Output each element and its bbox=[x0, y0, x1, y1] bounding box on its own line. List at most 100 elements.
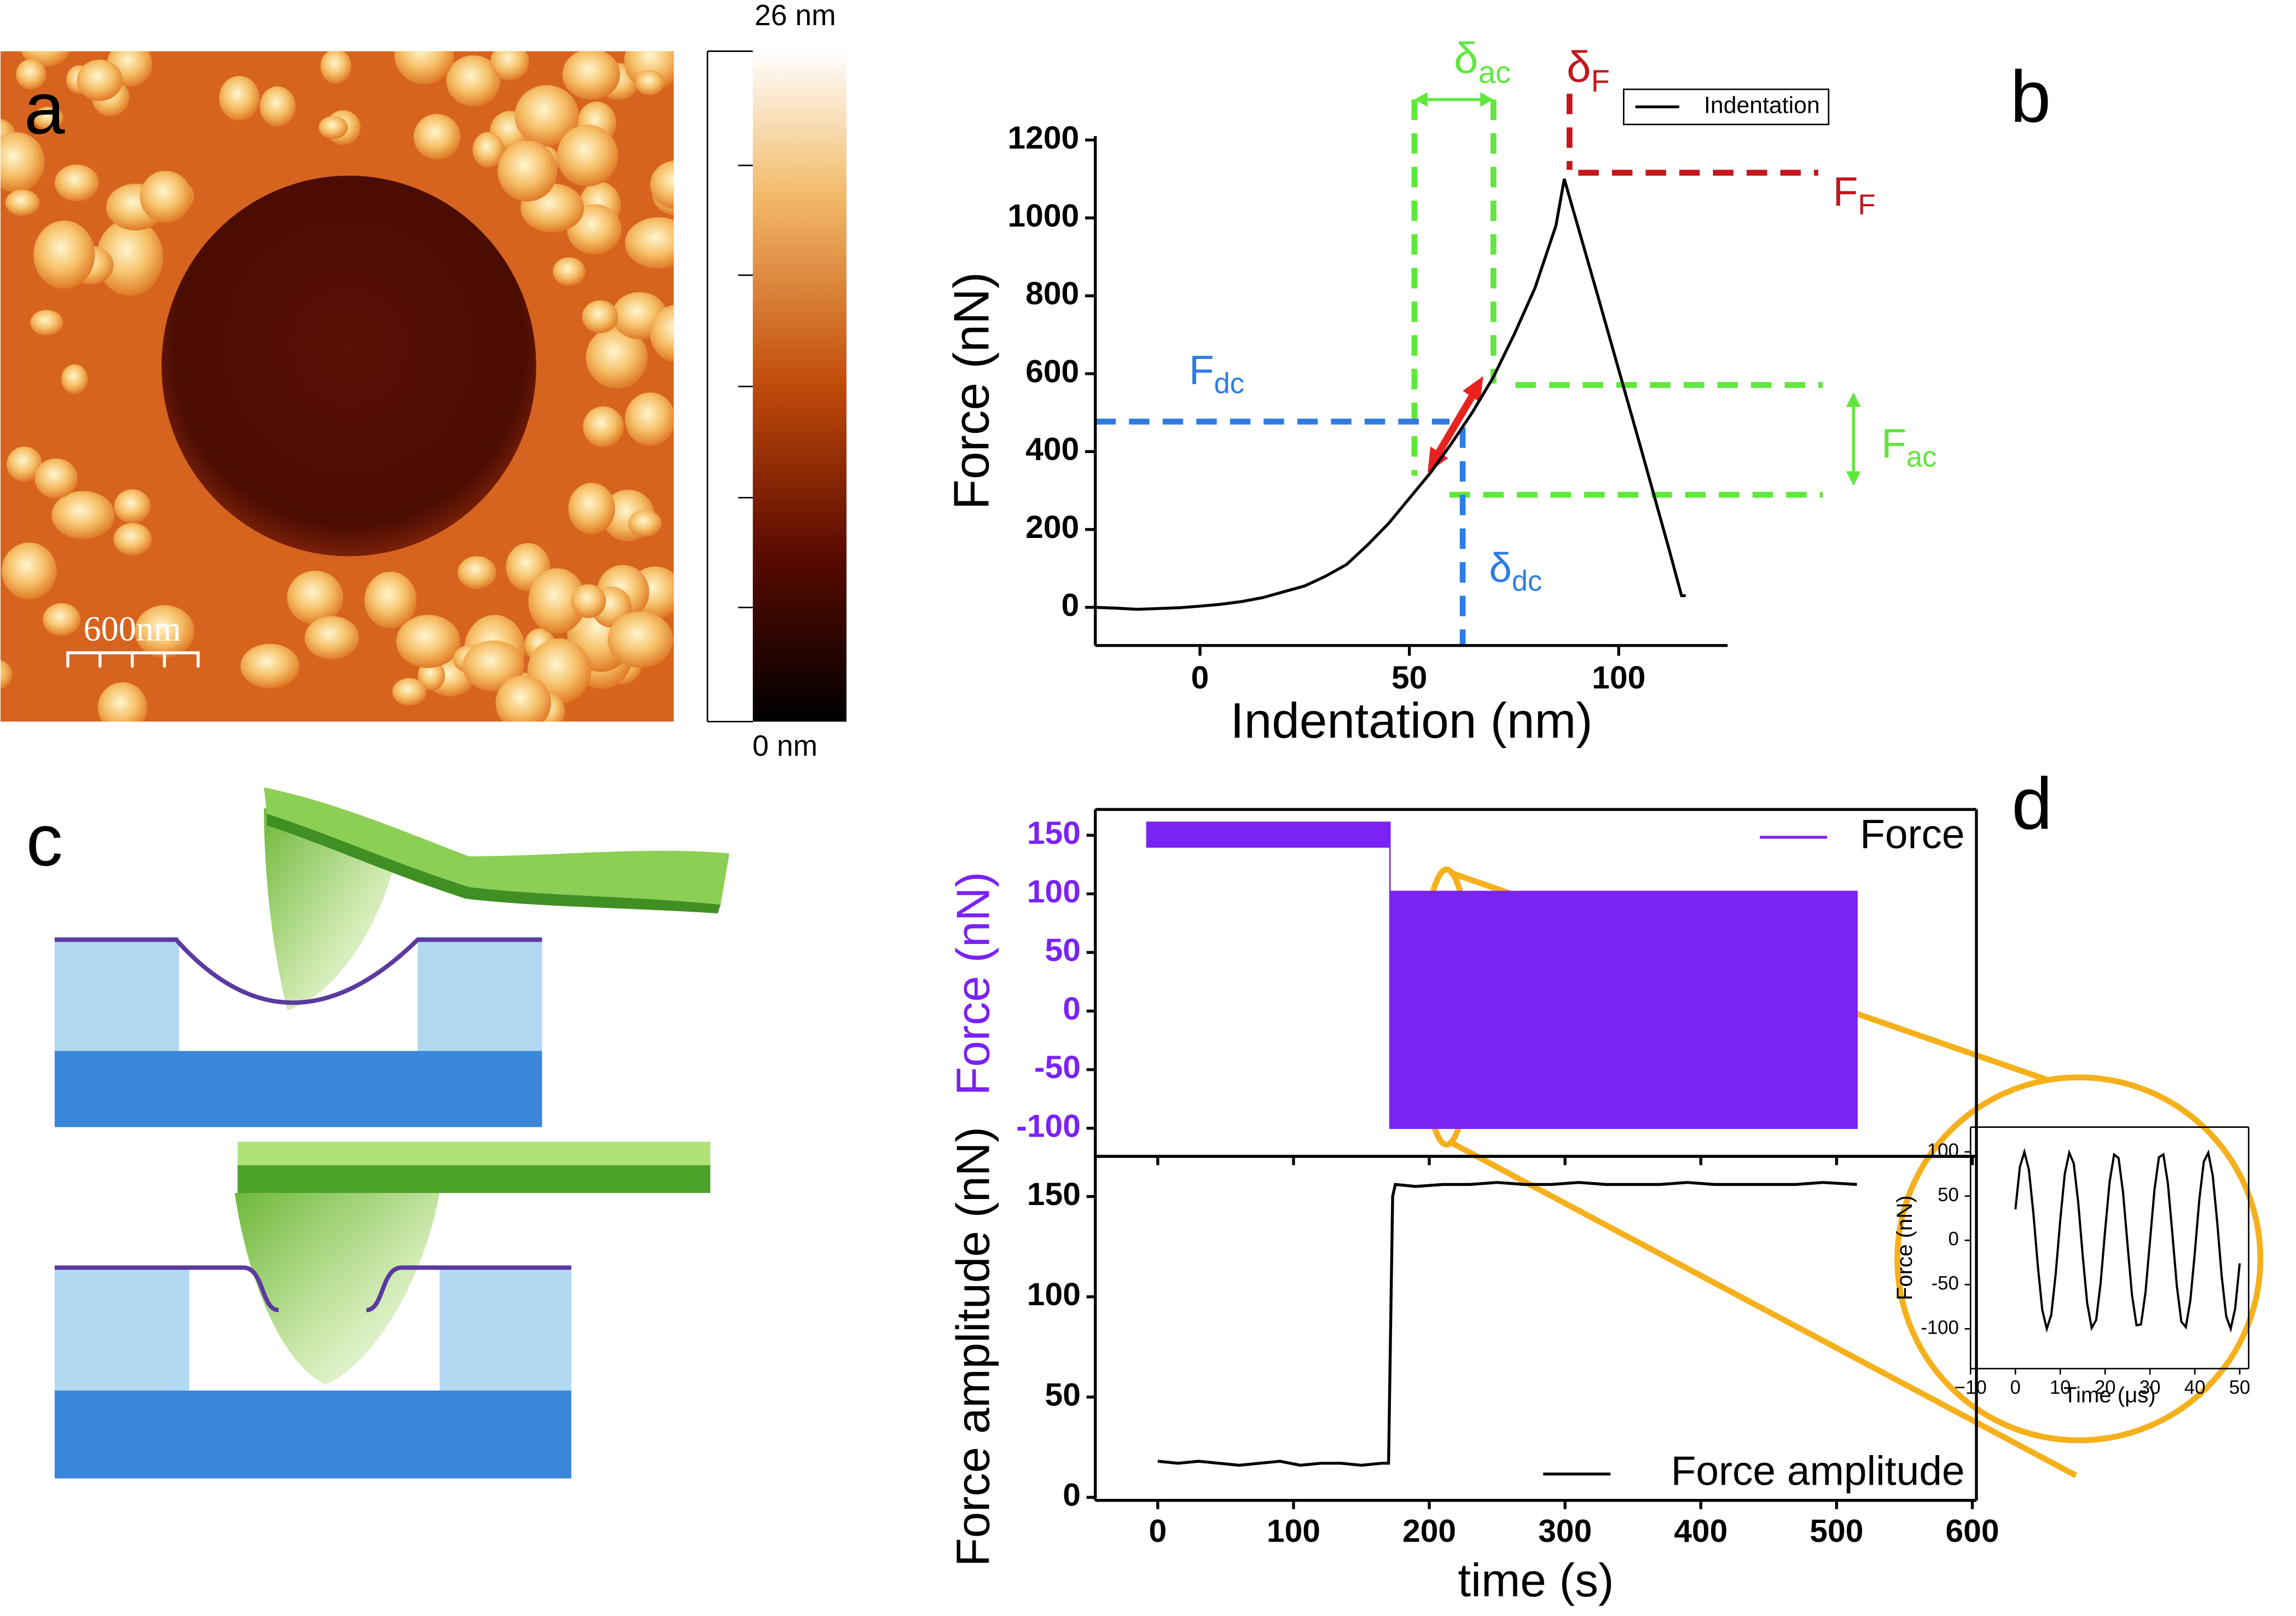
afm-grain bbox=[392, 678, 427, 706]
x-tick-label: 300 bbox=[1538, 1513, 1592, 1549]
x-tick-label: 10 bbox=[2050, 1377, 2071, 1398]
afm-grain bbox=[33, 221, 95, 289]
scale-bar bbox=[66, 651, 200, 668]
y-tick-label: -100 bbox=[1921, 1317, 1959, 1338]
annotation-subscript: ac bbox=[1906, 441, 1936, 473]
afm-grain bbox=[113, 523, 152, 555]
afm-grain bbox=[582, 300, 618, 333]
afm-grain bbox=[240, 644, 300, 688]
afm-grain bbox=[446, 55, 501, 107]
annotation-subscript: dc bbox=[1512, 565, 1542, 597]
data-line bbox=[1095, 178, 1686, 611]
afm-grain bbox=[43, 603, 81, 636]
x-tick-label: 600 bbox=[1945, 1513, 1999, 1549]
annotation-symbol: F bbox=[1189, 347, 1214, 393]
annotation-subscript: ac bbox=[1479, 55, 1511, 89]
x-tick-label: 20 bbox=[2095, 1377, 2116, 1398]
afm-grain bbox=[259, 86, 296, 127]
afm-grain bbox=[7, 447, 43, 482]
afm-grain bbox=[396, 615, 461, 668]
afm-grain bbox=[414, 114, 461, 160]
afm-grain bbox=[650, 160, 674, 209]
y-tick-label: 100 bbox=[1927, 1140, 1959, 1161]
afm-grain bbox=[497, 140, 558, 202]
afm-grain bbox=[528, 568, 586, 634]
colorbar-frame bbox=[706, 50, 753, 723]
colorbar bbox=[752, 51, 846, 722]
x-tick-label: 0 bbox=[1149, 1513, 1167, 1549]
afm-grain bbox=[394, 51, 454, 84]
y-tick-label: 600 bbox=[1025, 354, 1079, 389]
colorbar-max: 26 nm bbox=[755, 0, 836, 32]
x-tick-label: 0 bbox=[1191, 660, 1209, 696]
y-tick-label: 50 bbox=[1045, 1377, 1081, 1412]
afm-grain bbox=[625, 217, 674, 269]
afm-grain bbox=[287, 570, 344, 624]
afm-image bbox=[0, 51, 674, 722]
x-tick-label: 100 bbox=[1592, 660, 1645, 696]
y-tick-label: 400 bbox=[1025, 432, 1079, 467]
afm-grain bbox=[628, 509, 662, 537]
schematic-bottom bbox=[54, 1142, 711, 1479]
x-tick-label: −10 bbox=[1955, 1377, 1987, 1398]
data-line bbox=[1157, 1181, 1857, 1467]
y-tick-label: 0 bbox=[1063, 1478, 1081, 1513]
afm-grain bbox=[418, 660, 445, 691]
afm-grain bbox=[96, 219, 164, 296]
y-tick-label: -100 bbox=[1016, 1108, 1081, 1144]
y-tick-label: 150 bbox=[1027, 815, 1081, 851]
arrows bbox=[1414, 92, 1861, 486]
guides bbox=[1095, 94, 1823, 646]
y-tick-label: 150 bbox=[1027, 1177, 1081, 1212]
legend-label: Force amplitude bbox=[1671, 1447, 1965, 1493]
afm-grain bbox=[583, 406, 624, 447]
y-tick-label: 50 bbox=[1938, 1185, 1959, 1206]
afm-grain bbox=[34, 458, 78, 499]
y-tick-label: 1000 bbox=[1007, 198, 1079, 234]
y-axis-label: Force (nN) bbox=[948, 872, 1000, 1096]
afm-grain bbox=[5, 189, 40, 216]
annotation-subscript: F bbox=[1591, 63, 1610, 98]
x-tick-label: 400 bbox=[1674, 1513, 1727, 1549]
y-axis-label: Force (nN) bbox=[1892, 1195, 1917, 1300]
afm-grain bbox=[30, 310, 63, 335]
y-tick-label: 200 bbox=[1025, 509, 1079, 545]
afm-grain bbox=[553, 257, 585, 286]
afm-grain bbox=[364, 571, 417, 629]
x-axis-label: Indentation (nm) bbox=[1230, 693, 1592, 749]
afm-grain bbox=[514, 85, 579, 146]
afm-grain bbox=[318, 116, 348, 139]
afm-grain bbox=[472, 132, 505, 168]
annotation: δac bbox=[1454, 34, 1511, 90]
y-tick-label: 0 bbox=[1063, 991, 1081, 1027]
y-tick-label: 100 bbox=[1027, 874, 1081, 910]
annotation-subscript: F bbox=[1858, 189, 1876, 221]
x-axis-label: Time (μs) bbox=[2063, 1382, 2156, 1407]
afm-grain bbox=[219, 76, 260, 121]
afm-grain bbox=[16, 59, 47, 90]
afm-grain bbox=[568, 483, 616, 535]
afm-grain bbox=[495, 675, 552, 722]
legend-label: Force bbox=[1860, 811, 1964, 857]
colorbar-min: 0 nm bbox=[752, 730, 817, 762]
afm-grain bbox=[140, 171, 192, 223]
data-band bbox=[1146, 821, 1858, 1130]
x-tick-label: 0 bbox=[2010, 1377, 2021, 1398]
afm-grain bbox=[77, 59, 123, 101]
afm-grain bbox=[304, 616, 360, 660]
schematic-top bbox=[54, 787, 730, 1127]
panel-label: c bbox=[26, 800, 63, 881]
afm-grain bbox=[490, 51, 529, 80]
y-tick-label: -50 bbox=[1034, 1050, 1081, 1085]
x-tick-label: 40 bbox=[2184, 1377, 2206, 1398]
x-tick-label: 30 bbox=[2140, 1377, 2161, 1398]
annotation: Fac bbox=[1881, 420, 1936, 473]
annotation-symbol: F bbox=[1833, 169, 1858, 215]
x-tick-label: 50 bbox=[1391, 660, 1427, 696]
annotation: FF bbox=[1833, 169, 1876, 222]
afm-grain bbox=[462, 640, 524, 692]
afm-grain bbox=[557, 124, 618, 187]
x-tick-label: 100 bbox=[1267, 1513, 1320, 1549]
afm-grain bbox=[61, 364, 88, 394]
